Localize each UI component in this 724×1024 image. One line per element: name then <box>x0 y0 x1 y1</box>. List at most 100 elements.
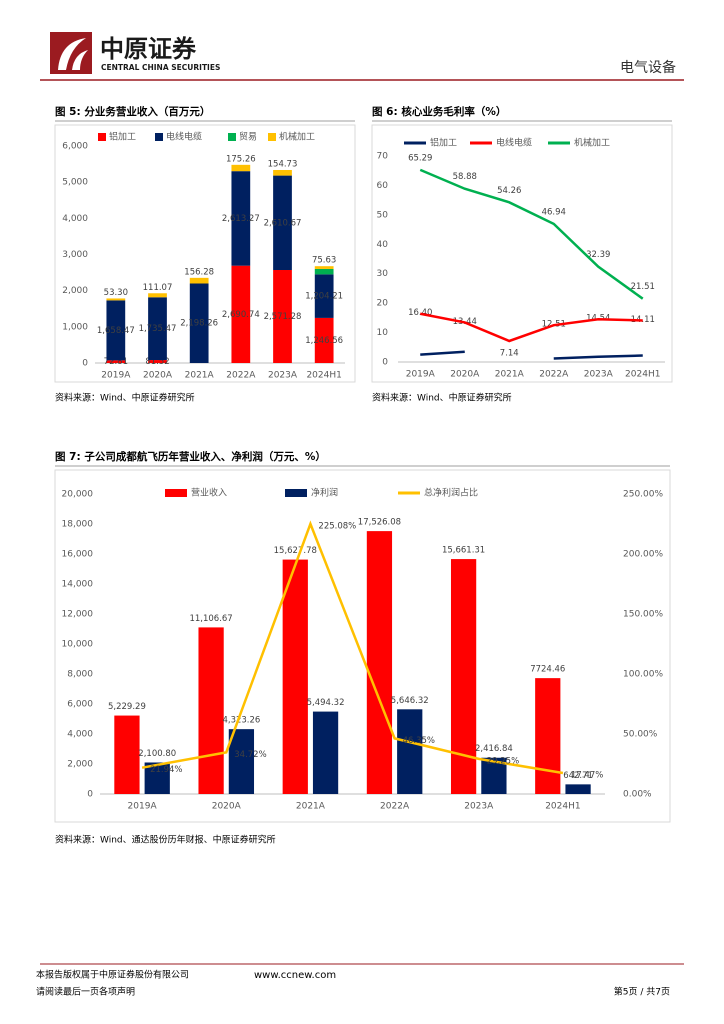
x-tick-label: 2022A <box>226 371 256 381</box>
data-label: 21.51 <box>631 282 655 292</box>
data-label: 75.63 <box>312 256 336 266</box>
y-tick-label: 6,000 <box>62 142 88 152</box>
data-label: 7724.46 <box>530 665 565 675</box>
x-tick-label: 2024H1 <box>625 370 660 380</box>
figure-title: 图 5: 分业务营业收入（百万元） <box>55 105 210 118</box>
chart-frame <box>371 124 673 383</box>
bar <box>144 762 170 794</box>
data-label: 46.35% <box>403 736 435 746</box>
data-label: 65.29 <box>408 153 432 163</box>
data-label: 32.39 <box>586 250 610 260</box>
x-tick-label: 2019A <box>101 371 131 381</box>
legend-label: 电线电缆 <box>496 137 532 149</box>
source-note: 资料来源：Wind、通达股份历年财报、中原证券研究所 <box>55 834 276 846</box>
legend-label: 总净利润占比 <box>424 487 478 499</box>
bar-segment <box>273 175 292 271</box>
section-name: 电气设备 <box>620 59 676 76</box>
y2-tick-label: 50.00% <box>623 730 658 740</box>
bar-segment <box>106 298 126 301</box>
line-series <box>419 168 644 300</box>
bar-segment <box>314 317 334 363</box>
data-label: 5,229.29 <box>108 702 146 712</box>
bar <box>397 709 423 794</box>
data-label: 7.14 <box>500 348 519 358</box>
x-tick-label: 2023A <box>268 371 298 381</box>
bar <box>366 531 393 794</box>
data-label: 175.26 <box>226 154 256 164</box>
y-tick-label: 5,000 <box>62 178 88 188</box>
logo-subtext: CENTRAL CHINA SECURITIES <box>101 63 220 72</box>
data-label: 15,627.78 <box>274 546 317 556</box>
data-label: 1,735.47 <box>139 324 177 334</box>
bar-segment <box>106 360 126 363</box>
x-tick-label: 2024H1 <box>306 371 341 381</box>
y-tick-label: 16,000 <box>62 550 94 560</box>
chart-frame <box>54 124 356 383</box>
data-label: 34.72% <box>234 750 266 760</box>
x-tick-label: 2019A <box>406 370 436 380</box>
data-label: 17.47% <box>571 771 603 781</box>
data-label: 111.07 <box>143 283 173 293</box>
y2-tick-label: 250.00% <box>623 490 663 500</box>
data-label: 1,204.21 <box>305 292 343 302</box>
y2-tick-label: 200.00% <box>623 550 663 560</box>
data-label: 2,571.28 <box>264 312 302 322</box>
data-label: 11,106.67 <box>189 614 232 624</box>
bar-segment <box>189 277 209 284</box>
bar <box>565 784 591 794</box>
y-tick-label: 14,000 <box>62 580 94 590</box>
y-tick-label: 10 <box>377 328 389 338</box>
bar-segment <box>106 300 126 361</box>
line-series <box>420 312 643 343</box>
bar-segment <box>314 274 334 318</box>
data-label: 2,416.84 <box>475 744 513 754</box>
line-series <box>420 350 643 360</box>
data-label: 1,246.56 <box>305 336 343 346</box>
y-tick-label: 50 <box>377 210 389 220</box>
bar-segment <box>148 297 167 361</box>
y-tick-label: 2,000 <box>67 760 93 770</box>
notice: 请阅读最后一页各项声明 <box>36 986 135 998</box>
x-tick-label: 2020A <box>450 370 480 380</box>
data-label: 154.73 <box>268 159 298 169</box>
source-note: 资料来源：Wind、中原证券研究所 <box>55 392 195 404</box>
data-label: 16.40 <box>408 308 432 318</box>
bar <box>312 711 339 794</box>
bar <box>450 559 477 794</box>
y-tick-label: 70 <box>377 152 389 162</box>
y-tick-label: 30 <box>377 269 389 279</box>
logo-text: 中原证券 <box>100 35 197 63</box>
x-tick-label: 2023A <box>584 370 614 380</box>
legend-label: 铝加工 <box>430 137 457 149</box>
bar-segment <box>314 266 334 269</box>
x-tick-label: 2021A <box>296 802 326 812</box>
bar-segment <box>189 283 209 363</box>
y2-tick-label: 100.00% <box>623 670 663 680</box>
data-label: 46.94 <box>542 207 566 217</box>
y-tick-label: 40 <box>377 240 389 250</box>
data-label: 17,526.08 <box>358 518 401 528</box>
copyright: 本报告版权属于中原证券股份有限公司 <box>36 969 189 981</box>
legend-label: 电线电缆 <box>166 131 202 143</box>
bar-segment <box>231 164 251 172</box>
x-tick-label: 2024H1 <box>545 802 580 812</box>
y2-tick-label: 0.00% <box>623 790 652 800</box>
line-series <box>141 520 564 775</box>
legend-label: 机械加工 <box>574 137 610 149</box>
bar-segment <box>231 171 251 266</box>
data-label: 5,494.32 <box>307 698 345 708</box>
data-label: 72.81 <box>104 357 128 367</box>
data-label: 54.26 <box>497 186 521 196</box>
bar <box>228 729 255 794</box>
data-label: 5,646.32 <box>391 696 429 706</box>
y-tick-label: 20 <box>377 299 389 309</box>
y-tick-label: 0 <box>382 358 388 368</box>
y-tick-label: 0 <box>87 790 93 800</box>
legend-label: 贸易 <box>239 131 257 143</box>
data-label: 53.30 <box>104 288 128 298</box>
y-tick-label: 18,000 <box>62 520 94 530</box>
legend-swatch <box>228 133 236 141</box>
source-note: 资料来源：Wind、中原证券研究所 <box>372 392 512 404</box>
data-label: 4,323.26 <box>222 716 260 726</box>
